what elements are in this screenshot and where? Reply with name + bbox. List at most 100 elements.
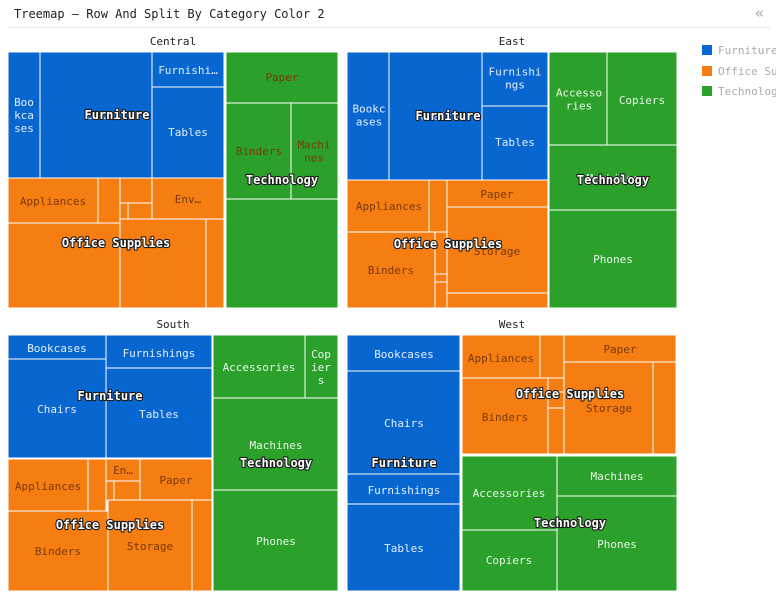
cell-label-chairs: Chairs — [384, 417, 424, 430]
cell-label-paper: Paper — [480, 188, 513, 201]
cell-label-bookcases: Bookcases — [374, 348, 434, 361]
category-label-furniture: Furniture — [84, 108, 149, 122]
category-label-office-supplies: Office Supplies — [394, 237, 502, 251]
treemap-cell-furniture — [105, 334, 213, 369]
legend-swatch-technology — [702, 86, 712, 96]
treemap-cell-technology — [548, 51, 608, 146]
legend-item-office-supplies[interactable]: Office Supplies — [702, 65, 776, 86]
cell-label-storage: Machi nes — [297, 139, 330, 165]
treemap-cell-technology — [556, 495, 678, 592]
treemap-cell-furniture — [481, 51, 549, 107]
category-label-technology: Technology — [577, 173, 649, 187]
treemap-cell-office-supplies — [7, 510, 109, 592]
treemap-cell-furniture — [151, 86, 225, 179]
cell-label-tables: Tables — [384, 542, 424, 555]
cell-label-appliances: Appliances — [15, 480, 81, 493]
treemap-cell-technology — [212, 489, 339, 592]
chart-title: Treemap – Row And Split By Category Colo… — [14, 7, 325, 21]
treemap-cell-office-supplies — [461, 377, 549, 455]
treemap-cell-technology — [556, 455, 678, 497]
legend-label: Furniture — [718, 44, 776, 57]
cell-label-furnishings: Furnishings — [123, 347, 196, 360]
treemap-cell-furniture — [7, 334, 107, 360]
treemap-cell-office-supplies — [7, 177, 99, 224]
treemap-cell-office-supplies — [151, 177, 225, 220]
cell-label-paper: Paper — [603, 343, 636, 356]
treemap-cell-furniture — [151, 51, 225, 88]
treemap-cell-office-supplies — [191, 499, 213, 592]
treemap-cell-office-supplies — [446, 179, 549, 208]
category-label-office-supplies: Office Supplies — [516, 387, 624, 401]
cell-label-paper: Paper — [265, 71, 298, 84]
cell-label-chairs: Chairs — [37, 403, 77, 416]
treemap-cell-furniture — [346, 370, 461, 475]
cell-label-binders: Binders — [236, 145, 282, 158]
cell-label-binders: Binders — [35, 545, 81, 558]
legend-item-technology[interactable]: Technology — [702, 85, 776, 106]
cell-label-accessories: Accessories — [223, 361, 296, 374]
category-label-furniture: Furniture — [77, 389, 142, 403]
legend-label: Technology — [718, 85, 776, 98]
cell-label-machines: Machines — [250, 439, 303, 452]
cell-label-copiers: Copiers — [486, 554, 532, 567]
panel-title-west: West — [499, 318, 526, 331]
treemap-cell-office-supplies — [652, 361, 677, 455]
treemap-cell-office-supplies — [127, 202, 153, 220]
cell-label-binders: Binders — [482, 411, 528, 424]
panel-title-south: South — [156, 318, 189, 331]
cell-label-appliances: Appliances — [468, 352, 534, 365]
legend-swatch-office-supplies — [702, 65, 712, 76]
treemap-cell-office-supplies — [119, 218, 207, 309]
treemap-cell-furniture — [7, 51, 41, 179]
category-label-office-supplies: Office Supplies — [56, 518, 164, 532]
treemap-cell-office-supplies — [105, 480, 115, 502]
treemap-cell-furniture — [481, 105, 549, 181]
treemap-cell-technology — [548, 144, 678, 211]
legend-label: Office Supplies — [718, 64, 776, 78]
treemap-cell-furniture — [388, 51, 483, 181]
treemap-cell-technology — [225, 102, 292, 200]
treemap-cell-office-supplies — [563, 361, 654, 455]
cell-label-tables: Tables — [168, 126, 208, 139]
treemap-cell-furniture — [346, 334, 461, 372]
cell-label-machines: Machines — [587, 172, 640, 185]
cell-label-phones: Phones — [256, 535, 296, 548]
treemap-cell-office-supplies — [139, 458, 213, 501]
cell-label-furnishings: Furnishings — [368, 484, 441, 497]
cell-label-tables: Tables — [139, 408, 179, 421]
title-divider — [8, 27, 770, 28]
treemap-cell-office-supplies — [434, 273, 448, 283]
treemap-cell-office-supplies — [119, 202, 129, 220]
cell-label-bookcases: Bookcases — [27, 342, 87, 355]
cell-label-storage: Storage — [474, 245, 520, 258]
cell-label-appliances: Appliances — [20, 195, 86, 208]
legend-item-furniture[interactable]: Furniture — [702, 44, 776, 65]
legend-swatch-furniture — [702, 45, 712, 55]
category-label-technology: Technology — [246, 173, 318, 187]
panel-title-central: Central — [150, 35, 196, 48]
category-label-furniture: Furniture — [415, 109, 480, 123]
category-label-furniture: Furniture — [371, 456, 436, 470]
cell-label-phones: Phones — [593, 253, 633, 266]
cell-label-machines: Machines — [591, 470, 644, 483]
cell-label-copiers: Copiers — [619, 94, 665, 107]
cell-label-tables: Tables — [495, 136, 535, 149]
treemap-cell-office-supplies — [113, 480, 141, 502]
treemap-cell-technology — [225, 51, 339, 104]
cell-label-storage: Storage — [127, 540, 173, 553]
cell-label-envelopes: En… — [113, 464, 133, 477]
treemap-cell-office-supplies — [428, 179, 448, 233]
treemap-cell-office-supplies — [461, 334, 541, 379]
cell-label-envelopes: Env… — [175, 193, 202, 206]
legend: Furniture Office Supplies Technology — [702, 44, 776, 106]
treemap-cell-office-supplies — [446, 206, 549, 294]
collapse-chevrons-icon[interactable]: « — [754, 4, 764, 22]
treemap-cell-furniture — [346, 503, 461, 592]
treemap-cell-office-supplies — [205, 218, 225, 309]
panel-title-east: East — [499, 35, 526, 48]
category-label-office-supplies: Office Supplies — [62, 236, 170, 250]
treemap-cell-office-supplies — [119, 177, 153, 204]
